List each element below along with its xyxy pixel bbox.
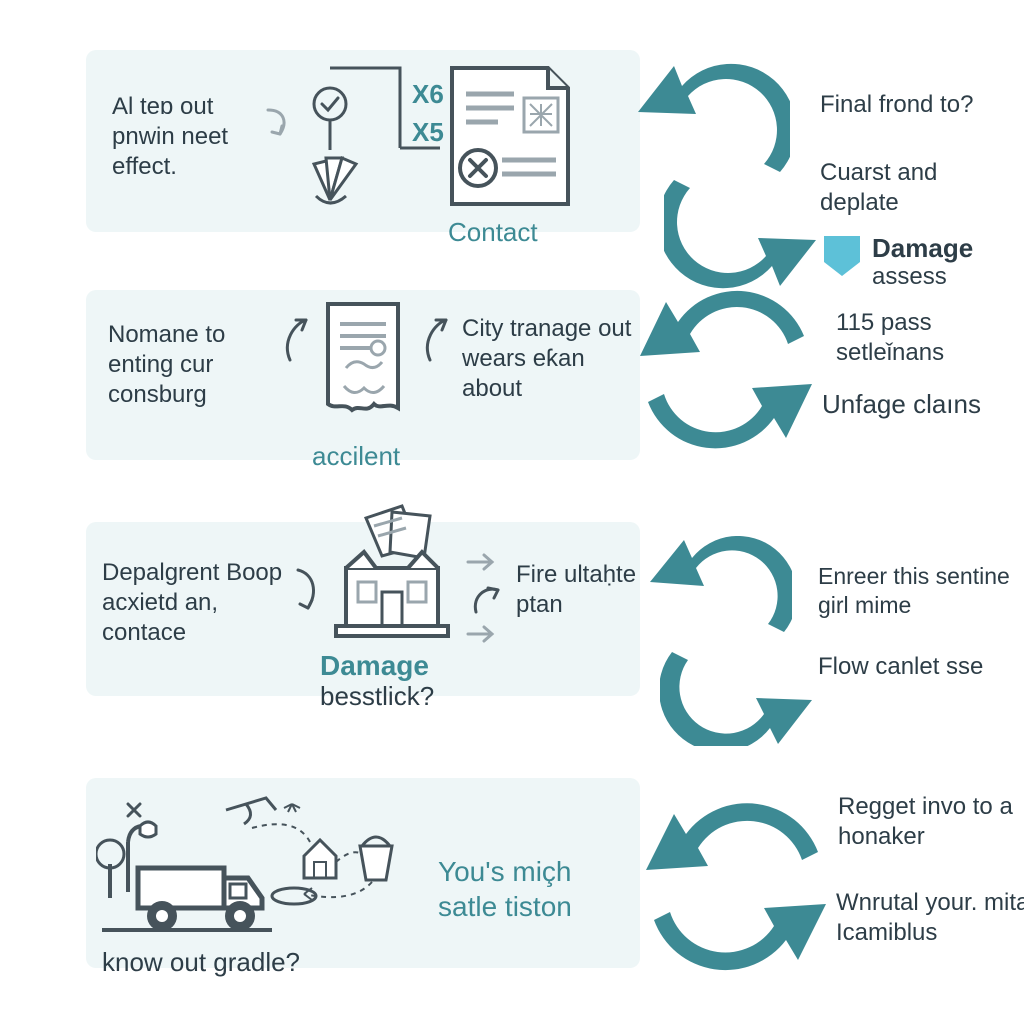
row3-damage-sublabel: besstlick? [320,680,434,713]
row1-contact-label: Contact [448,216,538,249]
row2-accilent-label: accilent [312,440,400,473]
rcol-r1a: Final frond to? [820,90,1010,120]
rcol-r2a: 115 pass setleǐnans [836,308,1016,368]
cycle-arrow-row4-icon [640,800,830,980]
row3-left-text: Depalgrent Boop acxietd an, contace [102,558,292,648]
rcol-r3a: Enreer this sentine girl mime [818,562,1018,620]
small-arrow-icon [464,552,500,572]
row1-diagram-icon [300,58,610,228]
building-damage-icon [322,502,462,642]
rcol-r4a: Regget invo to a honaker [838,792,1024,852]
small-arrow-icon [464,624,500,644]
truck-scene-icon [96,782,416,942]
rcol-damage-sub: assess [872,262,947,292]
chevron-badge-icon [820,232,864,280]
rcol-r2b: Unfage claıns [822,388,1022,421]
row2-right-text: City tranage out wears eƙan about [462,314,642,404]
row4-left-label: know out gradle? [102,946,300,979]
row4-right-text: You's miçh satle tiston [438,854,638,924]
row3-damage-label: Damage [320,648,429,683]
small-arrow-icon [418,310,458,370]
row1-left-text: Al teɒ out pnwin neet effect. [112,92,282,182]
row1-x5-label: X5 [412,116,444,149]
rcol-damage-heading: Damage [872,232,973,265]
cycle-arrow-mid-icon [636,290,816,460]
rcol-r3b: Flow canlet sse [818,652,1018,682]
rcol-r1b: Cuarst and deplate [820,158,1010,218]
row2-left-text: Nomane to enting cur consburg [108,320,288,410]
ticket-icon [316,298,410,428]
row1-x6-label: X6 [412,78,444,111]
row3-right-text: Fire ultaḥte ptan [516,560,646,620]
small-arrow-icon [278,310,318,370]
rcol-r4b: Wnrutal your. mital Icamiblus [836,888,1024,948]
small-arrow-icon [260,104,296,148]
small-arrow-icon [468,582,508,618]
cycle-arrow-top-right-icon [664,130,824,290]
cycle-arrow-row3-bot-icon [660,616,820,746]
